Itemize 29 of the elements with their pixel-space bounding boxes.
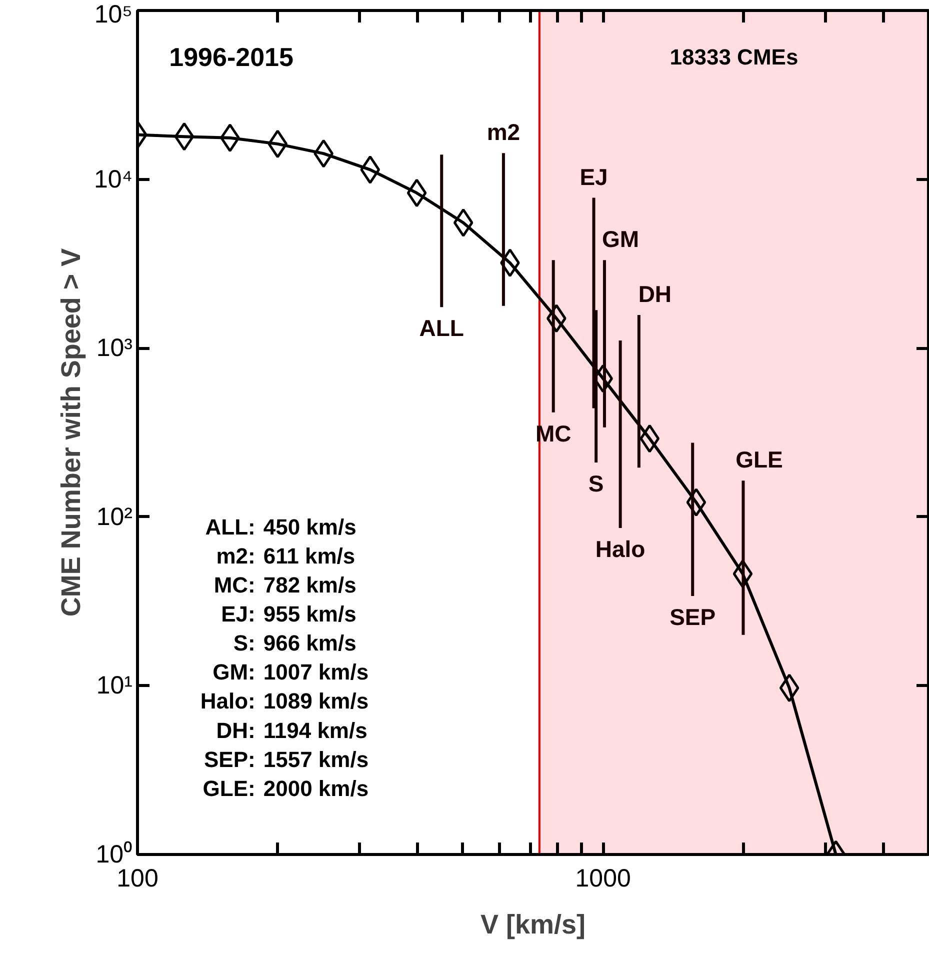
y-tick-label: 10⁵ [94, 0, 132, 28]
annotation: ALL: 450 km/s [205, 514, 356, 540]
annotation: Halo: 1089 km/s [200, 688, 369, 714]
y-tick-label: 10² [96, 502, 133, 531]
series-label: ALL [419, 315, 464, 342]
series-label: SEP [670, 604, 716, 630]
series-label: DH [638, 281, 672, 308]
y-tick-label: 10³ [96, 334, 133, 362]
annotation: MC: 782 km/s [214, 572, 356, 598]
annotation: SEP: 1557 km/s [204, 746, 369, 772]
annotation: S: 966 km/s [233, 630, 356, 656]
series-label: EJ [580, 164, 608, 190]
annotation: DH: 1194 km/s [216, 718, 368, 743]
x-tick-label: 1000 [575, 864, 631, 892]
annotation: GM: 1007 km/s [212, 660, 369, 685]
annotation: EJ: 955 km/s [221, 602, 356, 627]
y-axis-title: CME Number with Speed > V [56, 248, 86, 617]
annotation: 1996-2015 [169, 42, 294, 72]
y-tick-label: 10¹ [96, 672, 133, 700]
series-label: S [588, 470, 604, 497]
x-axis-title: V [km/s] [480, 910, 586, 940]
annotation: m2: 611 km/s [216, 544, 356, 569]
series-label: GLE [736, 446, 783, 473]
series-label: m2 [486, 119, 520, 146]
y-tick-label: 10⁴ [94, 165, 133, 194]
band-label: 18333 CMEs [670, 44, 798, 70]
annotation: GLE: 2000 km/s [202, 776, 369, 801]
series-label: GM [602, 226, 640, 252]
series-label: Halo [595, 536, 646, 562]
